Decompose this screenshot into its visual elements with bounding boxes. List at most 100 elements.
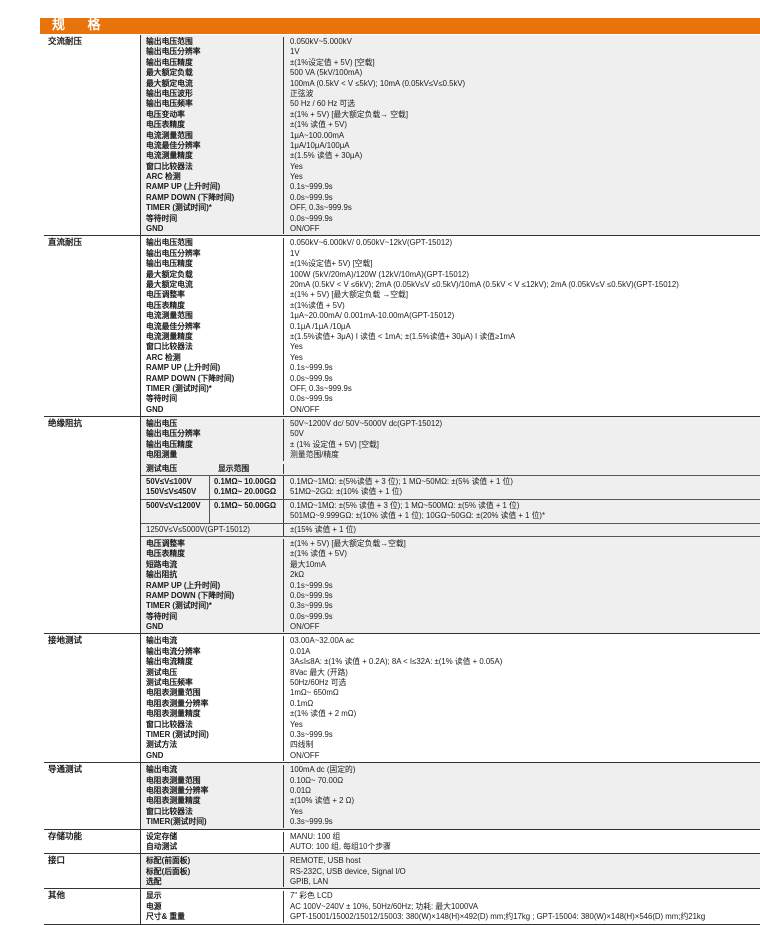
param-label: 输出电压分辨率 <box>146 248 201 258</box>
accuracy-text: ±(15% 读值 + 1 位) <box>290 524 357 534</box>
param-value: MANU: 100 组 <box>290 831 341 841</box>
range-display: 0.1MΩ~ 10.00GΩ 0.1MΩ~ 20.00GΩ <box>210 476 284 499</box>
param-labels: 标配(前面板) 标配(后面板) 选配 <box>141 856 284 888</box>
accuracy-text: 0.1MΩ~1MΩ: ±(5%读值 + 3 位); 1 MΩ~50MΩ: ±(5… <box>290 477 513 487</box>
param-value: ±(10% 读值 + 2 Ω) <box>290 796 355 806</box>
spec-table: 交流耐压 输出电压范围 输出电压分辨率 输出电压精度 最大额定负载 最大额定电流 输出电压波… <box>44 35 760 925</box>
spec-row-group: 电压调整率 电压表精度 短路电流 输出阻抗 RAMP UP (上升时间) RAMP DOW… <box>141 535 760 634</box>
spec-section: 直流耐压 输出电压范围 输出电压分辨率 输出电压精度 最大额定负载 最大额定电流 电压调整率… <box>44 236 760 418</box>
param-label: 等待时间 <box>146 394 178 404</box>
section-body: 输出电流 电阻表测量范围 电阻表测量分辨率 电阻表测量精度 窗口比较器法 TIMER(测试… <box>140 763 760 829</box>
param-label: 输出阻抗 <box>146 570 178 580</box>
param-label: 电流最佳分辨率 <box>146 140 201 150</box>
display-text: 0.1MΩ~ 50.00GΩ <box>214 500 277 510</box>
section-category: 接口 <box>44 854 140 889</box>
param-value: 50Hz/60Hz 可选 <box>290 678 347 688</box>
section-category: 直流耐压 <box>44 236 140 417</box>
param-value: AC 100V~240V ± 10%, 50Hz/60Hz; 功耗: 最大100… <box>290 901 479 911</box>
param-label: RAMP UP (上升时间) <box>146 580 221 590</box>
param-label: 电压表精度 <box>146 300 185 310</box>
spec-header-bar: 规 格 <box>40 18 760 34</box>
param-value: 0.1s~999.9s <box>290 182 333 192</box>
param-label: GND <box>146 224 164 234</box>
section-body: 显示 电源 尺寸& 重量 7" 彩色 LCD AC 100V~240V ± 10%, 5… <box>140 889 760 924</box>
range-accuracy: 0.1MΩ~1MΩ: ±(5%读值 + 3 位); 1 MΩ~50MΩ: ±(5… <box>284 476 760 499</box>
range-accuracy: ±(15% 读值 + 1 位) <box>284 524 760 536</box>
section-body: 输出电压 输出电压分辨率 输出电压精度 电阻测量 50V~1200V dc/ 50V~5… <box>140 417 760 634</box>
voltage-text: 150V≤V≤450V <box>146 487 197 497</box>
param-label: 电流测量精度 <box>146 151 193 161</box>
param-label: RAMP DOWN (下降时间) <box>146 373 235 383</box>
param-value: 0.1mΩ <box>290 698 314 708</box>
param-value: ±(1% 读值 + 2 mΩ) <box>290 709 357 719</box>
spec-section: 接口 标配(前面板) 标配(后面板) 选配 REMOTE, USB host RS-232… <box>44 854 760 890</box>
spec-row-group: 输出电压范围 输出电压分辨率 输出电压精度 最大额定负载 最大额定电流 输出电压波形 输出电… <box>141 35 760 235</box>
range-voltage: 500V≤V≤1200V <box>141 499 210 523</box>
param-label: 窗口比较器法 <box>146 719 193 729</box>
param-value: Yes <box>290 806 303 816</box>
param-values: 7" 彩色 LCD AC 100V~240V ± 10%, 50Hz/60Hz; … <box>284 891 760 922</box>
param-values: 100mA dc (固定的) 0.10Ω~ 70.00Ω 0.01Ω ±(10% 读值… <box>284 765 760 827</box>
param-label: 输出电压范围 <box>146 37 193 46</box>
param-value: Yes <box>290 161 303 171</box>
param-label: 窗口比较器法 <box>146 161 193 171</box>
param-value: 7" 彩色 LCD <box>290 891 333 901</box>
param-value: 0.3s~999.9s <box>290 817 333 827</box>
spec-section: 存储功能 设定存储 自动测试 MANU: 100 组 AUTO: 100 组, 每组10… <box>44 829 760 855</box>
param-value: 正弦波 <box>290 88 314 98</box>
section-body: 标配(前面板) 标配(后面板) 选配 REMOTE, USB host RS-232C,… <box>140 854 760 889</box>
param-label: 输出电压频率 <box>146 99 193 109</box>
param-label: GND <box>146 622 164 632</box>
param-label: RAMP UP (上升时间) <box>146 363 221 373</box>
param-value: 0.1s~999.9s <box>290 363 333 373</box>
param-value: ±(1%设定值+ 5V) [空载] <box>290 259 373 269</box>
param-label: 等待时间 <box>146 213 178 223</box>
param-label: 输出电压精度 <box>146 57 193 67</box>
param-label: 电流最佳分辨率 <box>146 321 201 331</box>
param-value: Yes <box>290 719 303 729</box>
param-value: 500 VA (5kV/100mA) <box>290 68 363 78</box>
param-label: RAMP UP (上升时间) <box>146 182 221 192</box>
display-text: 0.1MΩ~ 20.00GΩ <box>214 487 277 497</box>
param-label: ARC 检测 <box>146 352 181 362</box>
param-label: 电压变动率 <box>146 109 185 119</box>
spec-row-group: 输出电压范围 输出电压分辨率 输出电压精度 最大额定负载 最大额定电流 电压调整率 电压表精… <box>141 236 760 416</box>
param-label: 输出电压范围 <box>146 238 193 248</box>
param-label: 电压表精度 <box>146 549 185 559</box>
param-value: 1V <box>290 248 300 258</box>
param-label: 输出电压分辨率 <box>146 47 201 57</box>
spec-row-group: 输出电流 输出电流分辨率 输出电流精度 测试电压 测试电压频率 电阻表测量范围 电阻表测量分… <box>141 634 760 762</box>
range-header: 测试电压 显示范围 <box>141 462 760 475</box>
param-value: 50 Hz / 60 Hz 可选 <box>290 99 355 109</box>
param-label: 最大额定负载 <box>146 269 193 279</box>
range-header-labels: 测试电压 显示范围 <box>141 463 284 475</box>
param-value: 1V <box>290 47 300 57</box>
param-label: ARC 检测 <box>146 172 181 182</box>
param-value: 100mA (0.5kV < V ≤5kV); 10mA (0.05kV≤V≤0… <box>290 78 466 88</box>
param-values: 03.00A~32.00A ac 0.01A 3A≤I≤8A: ±(1% 读值 + … <box>284 636 760 761</box>
param-value: ±(1%设定值 + 5V) [空载] <box>290 57 375 67</box>
param-label: GND <box>146 750 164 760</box>
param-labels: 输出电流 输出电流分辨率 输出电流精度 测试电压 测试电压频率 电阻表测量范围 电阻表测量分… <box>141 636 284 762</box>
param-label: TIMER(测试时间) <box>146 817 207 827</box>
section-body: 输出电流 输出电流分辨率 输出电流精度 测试电压 测试电压频率 电阻表测量范围 电阻表测量分… <box>140 634 760 763</box>
section-category: 交流耐压 <box>44 35 140 236</box>
param-value: ±(1%读值 + 5V) <box>290 300 345 310</box>
param-value: Yes <box>290 352 303 362</box>
spec-title: 规 格 <box>52 18 110 33</box>
param-value: 1μA~100.00mA <box>290 130 345 140</box>
param-value: 0.01A <box>290 646 311 656</box>
param-label: 标配(后面板) <box>146 866 191 876</box>
voltage-text: 500V≤V≤1200V <box>146 500 201 510</box>
param-values: 0.050kV~5.000kV 1V ±(1%设定值 + 5V) [空载] 500 V… <box>284 37 760 234</box>
param-label: 标配(前面板) <box>146 856 191 866</box>
param-label: 输出电流 <box>146 765 178 775</box>
param-labels: 显示 电源 尺寸& 重量 <box>141 891 284 923</box>
display-range-header: 显示范围 <box>218 463 250 473</box>
param-labels: 输出电流 电阻表测量范围 电阻表测量分辨率 电阻表测量精度 窗口比较器法 TIMER(测试… <box>141 765 284 828</box>
param-label: TIMER (测试时间)* <box>146 383 212 393</box>
param-labels: 设定存储 自动测试 <box>141 831 284 853</box>
spec-section: 交流耐压 输出电压范围 输出电压分辨率 输出电压精度 最大额定负载 最大额定电流 输出电压波… <box>44 35 760 237</box>
spec-row-group: 设定存储 自动测试 MANU: 100 组 AUTO: 100 组, 每组10个步骤 <box>141 830 760 854</box>
param-label: 等待时间 <box>146 611 178 621</box>
